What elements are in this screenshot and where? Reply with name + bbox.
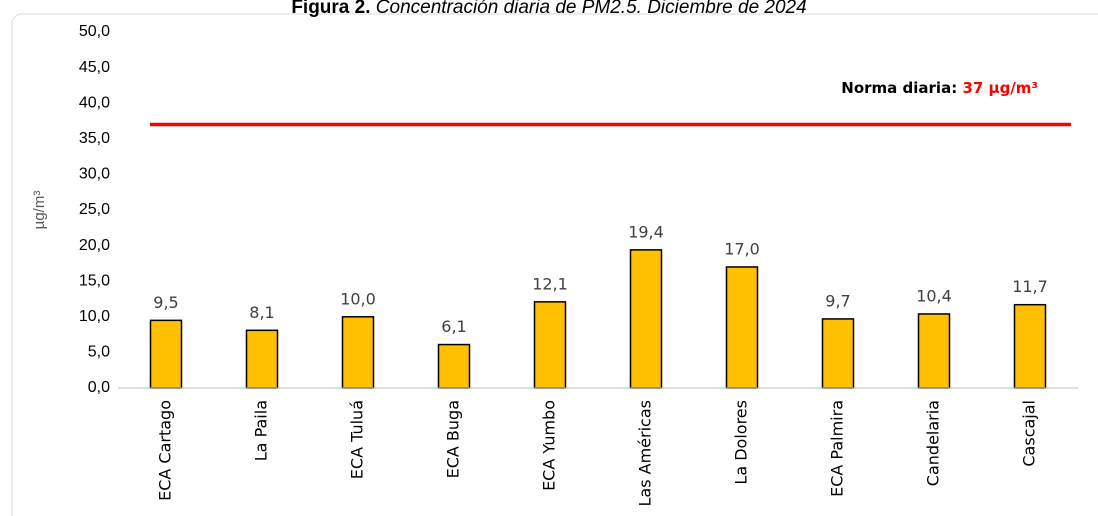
reference-prefix: Norma diaria: [841,79,957,97]
y-tick-label: 20,0 [79,237,110,254]
x-tick-label: La Dolores [732,400,751,485]
x-tick-label: Candelaria [924,400,943,486]
bar [245,329,279,389]
bar [437,343,471,389]
bar [341,316,375,389]
value-label: 8,1 [249,303,274,322]
bar [1013,303,1047,389]
x-tick-label: La Paila [252,400,271,461]
y-tick-label: 35,0 [79,130,110,147]
bar [725,266,759,389]
x-tick-label: ECA Yumbo [540,400,559,491]
reference-value: 37 µg/m³ [962,79,1038,97]
chart-frame [11,13,1098,516]
bar [629,249,663,389]
bar [917,313,951,389]
value-label: 6,1 [441,317,466,336]
x-tick-label: ECA Palmira [828,400,847,497]
chart-title: Figura 2. Concentración diaria de PM2.5.… [291,0,806,18]
bar [821,318,855,389]
value-label: 12,1 [532,274,568,293]
value-label: 9,5 [153,293,178,312]
y-tick-label: 25,0 [79,201,110,218]
y-tick-label: 10,0 [79,308,110,325]
title-label: Figura 2. [291,0,370,18]
x-tick-label: ECA Buga [444,400,463,478]
y-tick-label: 15,0 [79,272,110,289]
bar [149,319,183,389]
value-label: 9,7 [825,291,850,310]
x-tick-label: Las Américas [636,400,655,506]
value-label: 10,4 [916,286,952,305]
y-tick-label: 5,0 [88,344,110,361]
x-tick-label: ECA Cartago [156,400,175,501]
y-axis-label: µg/m³ [31,191,48,230]
y-tick-label: 0,0 [88,379,110,396]
x-tick-label: ECA Tuluá [348,400,367,479]
value-label: 10,0 [340,289,376,308]
bar [533,301,567,389]
reference-label: Norma diaria: 37 µg/m³ [841,79,1038,97]
y-tick-label: 30,0 [79,166,110,183]
value-label: 19,4 [628,222,664,241]
y-tick-label: 45,0 [79,59,110,76]
value-label: 17,0 [724,239,760,258]
value-label: 11,7 [1012,277,1048,296]
y-tick-label: 40,0 [79,94,110,111]
title-text: Concentración diaria de PM2.5. Diciembre… [376,0,807,18]
x-tick-label: Cascajal [1020,400,1039,467]
y-tick-label: 50,0 [79,23,110,40]
